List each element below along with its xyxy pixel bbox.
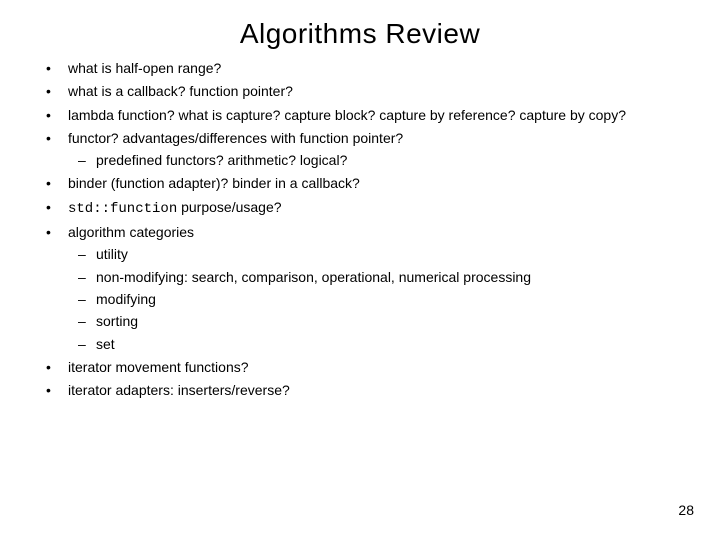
bullet-item: what is a callback? function pointer? [40,81,700,101]
slide: Algorithms Review what is half-open rang… [0,0,720,540]
slide-content: what is half-open range? what is a callb… [0,58,720,400]
bullet-list: what is half-open range? what is a callb… [40,58,700,400]
sub-bullet-item: predefined functors? arithmetic? logical… [68,150,700,170]
bullet-item: algorithm categories utility non-modifyi… [40,222,700,354]
bullet-text: algorithm categories [68,224,194,240]
sub-bullet-item: modifying [68,289,700,309]
bullet-item: iterator adapters: inserters/reverse? [40,380,700,400]
slide-title: Algorithms Review [0,0,720,58]
sub-bullet-item: sorting [68,311,700,331]
page-number: 28 [678,502,694,518]
bullet-item: std::function purpose/usage? [40,197,700,219]
code-text: std::function [68,201,177,217]
bullet-item: iterator movement functions? [40,357,700,377]
bullet-item: binder (function adapter)? binder in a c… [40,173,700,193]
bullet-item: what is half-open range? [40,58,700,78]
sub-bullet-item: utility [68,244,700,264]
bullet-item: functor? advantages/differences with fun… [40,128,700,171]
sub-bullet-list: predefined functors? arithmetic? logical… [68,150,700,170]
bullet-item: lambda function? what is capture? captur… [40,105,700,125]
sub-bullet-item: non-modifying: search, comparison, opera… [68,267,700,287]
bullet-text: functor? advantages/differences with fun… [68,130,403,146]
bullet-text: purpose/usage? [177,199,281,215]
sub-bullet-list: utility non-modifying: search, compariso… [68,244,700,353]
sub-bullet-item: set [68,334,700,354]
